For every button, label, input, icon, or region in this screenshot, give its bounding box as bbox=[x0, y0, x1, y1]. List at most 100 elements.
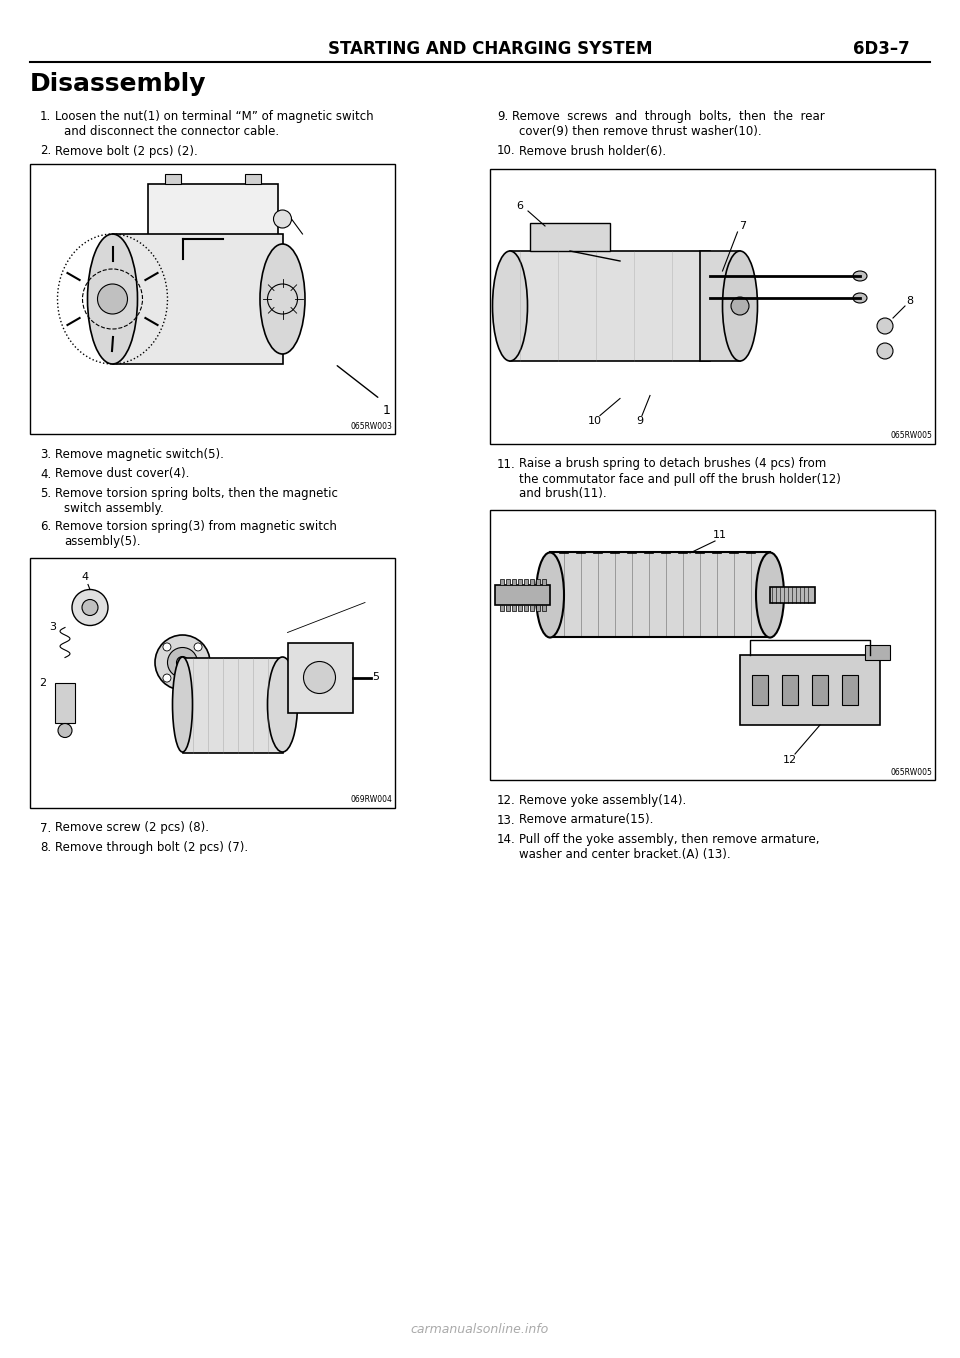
Bar bbox=[112, 234, 282, 364]
Ellipse shape bbox=[303, 661, 335, 694]
Text: and brush(11).: and brush(11). bbox=[519, 488, 607, 501]
Bar bbox=[530, 606, 534, 611]
Text: Remove  screws  and  through  bolts,  then  the  rear: Remove screws and through bolts, then th… bbox=[512, 110, 825, 124]
Text: Remove bolt (2 pcs) (2).: Remove bolt (2 pcs) (2). bbox=[55, 144, 198, 158]
Bar bbox=[782, 675, 798, 705]
Bar bbox=[500, 579, 504, 585]
Bar bbox=[30, 558, 395, 808]
Text: 6D3–7: 6D3–7 bbox=[853, 39, 910, 58]
Bar bbox=[495, 585, 550, 606]
Ellipse shape bbox=[492, 251, 527, 361]
Text: 5.: 5. bbox=[40, 488, 51, 500]
Text: 12.: 12. bbox=[497, 794, 516, 807]
Bar bbox=[287, 642, 352, 713]
Bar bbox=[518, 606, 522, 611]
Text: STARTING AND CHARGING SYSTEM: STARTING AND CHARGING SYSTEM bbox=[327, 39, 652, 58]
Text: 065RW005: 065RW005 bbox=[890, 769, 932, 777]
Ellipse shape bbox=[756, 553, 784, 637]
Text: 065RW003: 065RW003 bbox=[350, 422, 392, 430]
Text: and disconnect the connector cable.: and disconnect the connector cable. bbox=[64, 125, 279, 139]
Text: 10: 10 bbox=[588, 417, 602, 426]
Ellipse shape bbox=[260, 244, 305, 354]
Ellipse shape bbox=[853, 293, 867, 303]
Bar bbox=[770, 587, 815, 603]
Text: 065RW005: 065RW005 bbox=[890, 432, 932, 440]
Circle shape bbox=[194, 642, 202, 650]
Bar bbox=[512, 579, 516, 585]
Text: assembly(5).: assembly(5). bbox=[64, 535, 140, 549]
Text: 11: 11 bbox=[713, 530, 727, 540]
Bar bbox=[506, 579, 510, 585]
Text: Remove torsion spring bolts, then the magnetic: Remove torsion spring bolts, then the ma… bbox=[55, 488, 338, 500]
Bar bbox=[536, 606, 540, 611]
Bar bbox=[500, 606, 504, 611]
Text: Raise a brush spring to detach brushes (4 pcs) from: Raise a brush spring to detach brushes (… bbox=[519, 458, 827, 470]
Text: 5: 5 bbox=[372, 672, 379, 683]
Text: Loosen the nut(1) on terminal “M” of magnetic switch: Loosen the nut(1) on terminal “M” of mag… bbox=[55, 110, 373, 124]
Bar bbox=[842, 675, 858, 705]
Bar bbox=[182, 657, 282, 752]
Text: 069RW004: 069RW004 bbox=[350, 796, 392, 804]
Bar bbox=[530, 579, 534, 585]
Text: 3: 3 bbox=[50, 622, 57, 633]
Text: 1.: 1. bbox=[40, 110, 51, 124]
Text: switch assembly.: switch assembly. bbox=[64, 502, 164, 515]
Text: 8: 8 bbox=[906, 296, 914, 306]
Text: 4.: 4. bbox=[40, 467, 51, 481]
Text: 4: 4 bbox=[82, 573, 88, 583]
Bar bbox=[490, 511, 935, 779]
Circle shape bbox=[82, 599, 98, 615]
Text: Remove magnetic switch(5).: Remove magnetic switch(5). bbox=[55, 448, 224, 460]
Circle shape bbox=[163, 642, 171, 650]
Text: Remove dust cover(4).: Remove dust cover(4). bbox=[55, 467, 189, 481]
Bar bbox=[164, 174, 180, 183]
Text: 7: 7 bbox=[739, 221, 746, 231]
Text: Remove through bolt (2 pcs) (7).: Remove through bolt (2 pcs) (7). bbox=[55, 841, 248, 854]
Circle shape bbox=[877, 318, 893, 334]
Circle shape bbox=[98, 284, 128, 314]
Text: 8.: 8. bbox=[40, 841, 51, 854]
Bar bbox=[812, 675, 828, 705]
Text: Remove torsion spring(3) from magnetic switch: Remove torsion spring(3) from magnetic s… bbox=[55, 520, 337, 532]
Text: 2.: 2. bbox=[40, 144, 51, 158]
Ellipse shape bbox=[853, 272, 867, 281]
Text: washer and center bracket.(A) (13).: washer and center bracket.(A) (13). bbox=[519, 847, 731, 861]
Bar bbox=[542, 579, 546, 585]
Text: Remove screw (2 pcs) (8).: Remove screw (2 pcs) (8). bbox=[55, 822, 209, 835]
Ellipse shape bbox=[268, 657, 298, 752]
Text: 12: 12 bbox=[783, 755, 797, 765]
Circle shape bbox=[163, 674, 171, 682]
Text: 10.: 10. bbox=[497, 144, 516, 158]
Text: Remove armature(15).: Remove armature(15). bbox=[519, 813, 654, 827]
Bar bbox=[245, 174, 260, 183]
Text: Remove brush holder(6).: Remove brush holder(6). bbox=[519, 144, 666, 158]
Bar bbox=[865, 645, 890, 660]
Bar bbox=[752, 675, 768, 705]
Circle shape bbox=[72, 589, 108, 626]
Bar bbox=[518, 579, 522, 585]
Text: Pull off the yoke assembly, then remove armature,: Pull off the yoke assembly, then remove … bbox=[519, 832, 820, 846]
Circle shape bbox=[194, 674, 202, 682]
Ellipse shape bbox=[173, 657, 193, 752]
Bar bbox=[542, 606, 546, 611]
Bar bbox=[524, 606, 528, 611]
Bar bbox=[510, 251, 710, 361]
Ellipse shape bbox=[87, 234, 137, 364]
Circle shape bbox=[877, 344, 893, 359]
Text: 6.: 6. bbox=[40, 520, 51, 532]
Bar bbox=[550, 551, 770, 637]
Text: Disassembly: Disassembly bbox=[30, 72, 206, 96]
Bar bbox=[148, 183, 277, 239]
Bar bbox=[30, 164, 395, 435]
Bar bbox=[524, 579, 528, 585]
Text: Remove yoke assembly(14).: Remove yoke assembly(14). bbox=[519, 794, 686, 807]
Bar bbox=[700, 251, 740, 361]
Bar bbox=[740, 655, 880, 725]
Bar bbox=[490, 168, 935, 444]
Ellipse shape bbox=[731, 297, 749, 315]
Bar bbox=[530, 223, 610, 251]
Text: carmanualsonline.info: carmanualsonline.info bbox=[411, 1323, 549, 1336]
Text: 2: 2 bbox=[39, 678, 47, 687]
Ellipse shape bbox=[177, 656, 188, 668]
Circle shape bbox=[58, 724, 72, 737]
